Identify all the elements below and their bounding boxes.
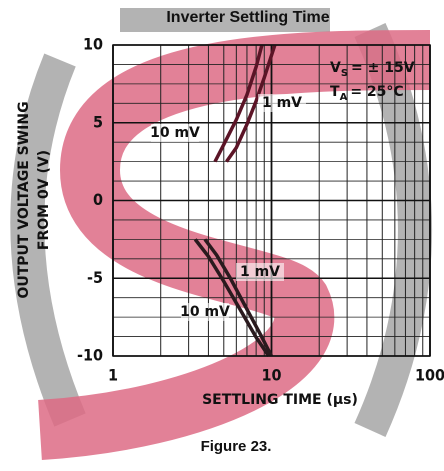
line-series — [203, 238, 274, 357]
watermark — [10, 8, 432, 460]
line-series — [193, 238, 271, 357]
annotation-part: S — [341, 68, 348, 79]
caption: Figure 23. — [201, 438, 272, 455]
series-label-bg — [258, 94, 306, 112]
series-label: 10 mV — [180, 304, 230, 320]
series-label: 1 mV — [240, 264, 280, 280]
annotation-part: T — [330, 84, 340, 100]
y-tick-label: 10 — [83, 35, 103, 54]
x-axis-label: SETTLING TIME (μs) — [202, 392, 358, 408]
annotation-part: = ± 15V — [351, 60, 415, 76]
series-label-bg — [236, 263, 284, 281]
y-tick-label: 0 — [93, 190, 103, 209]
annotation-part: = 25°C — [350, 84, 403, 100]
line-series — [225, 44, 277, 163]
series-label: 1 mV — [262, 95, 302, 111]
chart-title: Inverter Settling Time — [166, 9, 329, 26]
y-tick-label: -5 — [87, 268, 103, 287]
series-label-bg — [151, 124, 199, 142]
series-label-bg — [181, 303, 229, 321]
annotation: TA = 25°C — [330, 84, 404, 103]
x-tick-label: 100 — [415, 366, 444, 385]
x-tick-label: 10 — [261, 366, 281, 385]
x-tick-label: 1 — [108, 366, 118, 385]
annotation-part: V — [330, 60, 341, 76]
y-tick-label: 5 — [93, 112, 103, 131]
line-series — [213, 44, 264, 163]
annotation: VS = ± 15V — [330, 60, 415, 79]
plot-frame — [112, 44, 431, 357]
y-axis-label: FROM 0V (V) — [36, 150, 52, 250]
y-axis-label: OUTPUT VOLTAGE SWING — [16, 101, 32, 298]
annotation-part: A — [340, 92, 348, 103]
series-label: 10 mV — [150, 125, 200, 141]
y-tick-label: -10 — [77, 346, 103, 365]
